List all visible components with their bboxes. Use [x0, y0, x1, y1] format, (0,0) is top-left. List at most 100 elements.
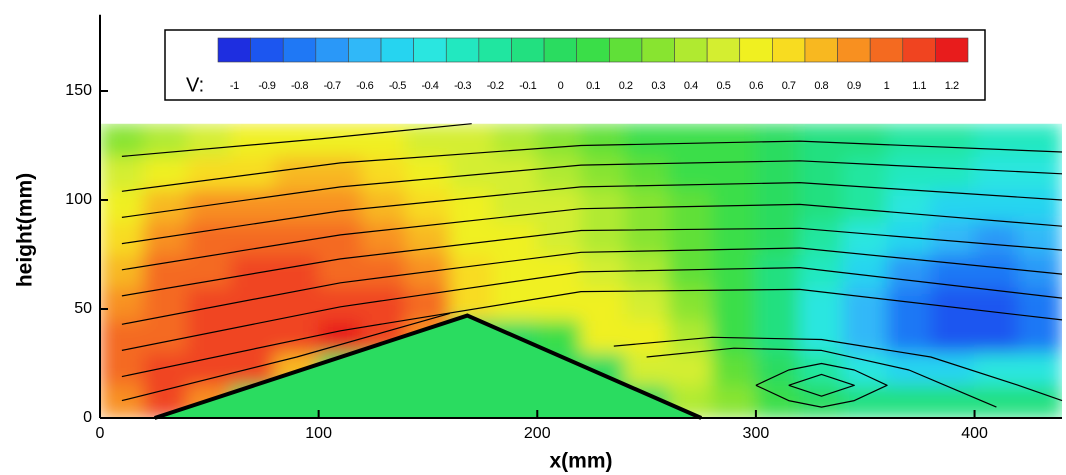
field-cell [186, 352, 232, 386]
field-cell [930, 384, 976, 418]
field-cell [361, 254, 407, 288]
y-tick-label: 100 [65, 191, 92, 208]
field-cell [755, 286, 801, 321]
x-tick-label: 300 [743, 425, 770, 442]
field-cell [667, 188, 713, 223]
field-cell [799, 123, 844, 157]
colorbar-cell [217, 37, 251, 63]
colorbar-label: 0.4 [684, 80, 698, 92]
field-cell [974, 352, 1019, 386]
field-cell [842, 319, 888, 354]
colorbar-label: -0.3 [454, 80, 471, 92]
field-cell [799, 319, 844, 354]
colorbar-cell [543, 37, 577, 63]
field-cell [449, 123, 495, 157]
colorbar-label: 0.3 [651, 80, 665, 92]
colorbar-cell [282, 37, 317, 63]
colorbar-cell [348, 37, 382, 63]
field-cell [274, 221, 320, 255]
colorbar-cell [902, 37, 936, 63]
field-cell [711, 384, 757, 418]
field-cell [100, 286, 145, 321]
field-cell [361, 221, 407, 255]
streamline [121, 160, 1063, 218]
field-cell [143, 286, 188, 321]
streamline [121, 140, 1063, 192]
field-cell [100, 155, 145, 190]
field-cell [143, 319, 188, 354]
field-cell [318, 319, 363, 354]
field-cell [274, 188, 320, 223]
field-cell [799, 254, 844, 288]
colorbar-cell [739, 37, 773, 63]
field-cell [667, 123, 713, 157]
colorbar-cell [511, 37, 545, 63]
y-axis-label: height(mm) [14, 173, 37, 287]
field-cell [536, 155, 582, 190]
overlay [121, 123, 1063, 420]
field-cell [274, 155, 320, 190]
streamline [646, 347, 997, 408]
field-cell [449, 254, 495, 288]
x-axis-label: x(mm) [549, 450, 612, 473]
field-cell [274, 286, 320, 321]
field-cell [886, 352, 932, 386]
field-cell [624, 352, 669, 386]
colorbar-cell [315, 37, 349, 63]
colorbar-cell [869, 37, 904, 63]
colorbar-label: -0.1 [519, 80, 536, 92]
field-cell [186, 221, 232, 255]
field-cell [755, 319, 801, 354]
field-cell [1017, 188, 1062, 223]
field-cell [711, 319, 757, 354]
field-cell [974, 384, 1019, 418]
field-cell [318, 254, 363, 288]
field-cell [974, 188, 1019, 223]
field-cell [842, 123, 888, 157]
streamline [755, 362, 888, 408]
field-cell [143, 254, 188, 288]
field-cell [186, 286, 232, 321]
field-cell [318, 221, 363, 255]
field-cell [930, 123, 976, 157]
field-cell [1017, 384, 1062, 418]
colorbar-label: -0.5 [389, 80, 406, 92]
field-cell [536, 286, 582, 321]
field-cell [493, 254, 538, 288]
field-cell [974, 221, 1019, 255]
field-cell [667, 254, 713, 288]
field-cell [493, 188, 538, 223]
colorbar: -1 -0.9 -0.8 -0.7 -0.6 -0.5 -0.4 -0.3 -0.2 -0.1 0 0… [217, 37, 969, 92]
colorbar-cell [804, 37, 838, 63]
field-cell [886, 155, 932, 190]
field-cell [624, 319, 669, 354]
colorbar-label: -0.8 [291, 80, 308, 92]
field-cell [230, 286, 276, 321]
field-cell [930, 221, 976, 255]
streamline [121, 203, 1063, 271]
field-cell [580, 155, 626, 190]
colorbar-title: V: [186, 74, 204, 96]
colorbar-cell [380, 37, 414, 63]
colorbar-label: -1 [230, 80, 239, 92]
streamline [121, 247, 1063, 325]
field-cell [100, 319, 145, 354]
obstacle [154, 313, 703, 420]
field-cell [230, 319, 276, 354]
field-cell [1017, 352, 1062, 386]
x-tick-label: 400 [961, 425, 988, 442]
colorbar-cell [837, 37, 871, 63]
field-cell [580, 123, 626, 157]
colorbar-label: 0.1 [586, 80, 600, 92]
field-cell [230, 123, 276, 157]
field-cell [667, 319, 713, 354]
y-tick-label: 0 [83, 409, 92, 426]
field-cell [318, 123, 363, 157]
field-cell [318, 155, 363, 190]
field-cell [974, 319, 1019, 354]
field-cell [536, 254, 582, 288]
colorbar-label: 0 [558, 80, 564, 92]
field-cell [624, 286, 669, 321]
field-cell [361, 123, 407, 157]
field-cell [624, 221, 669, 255]
